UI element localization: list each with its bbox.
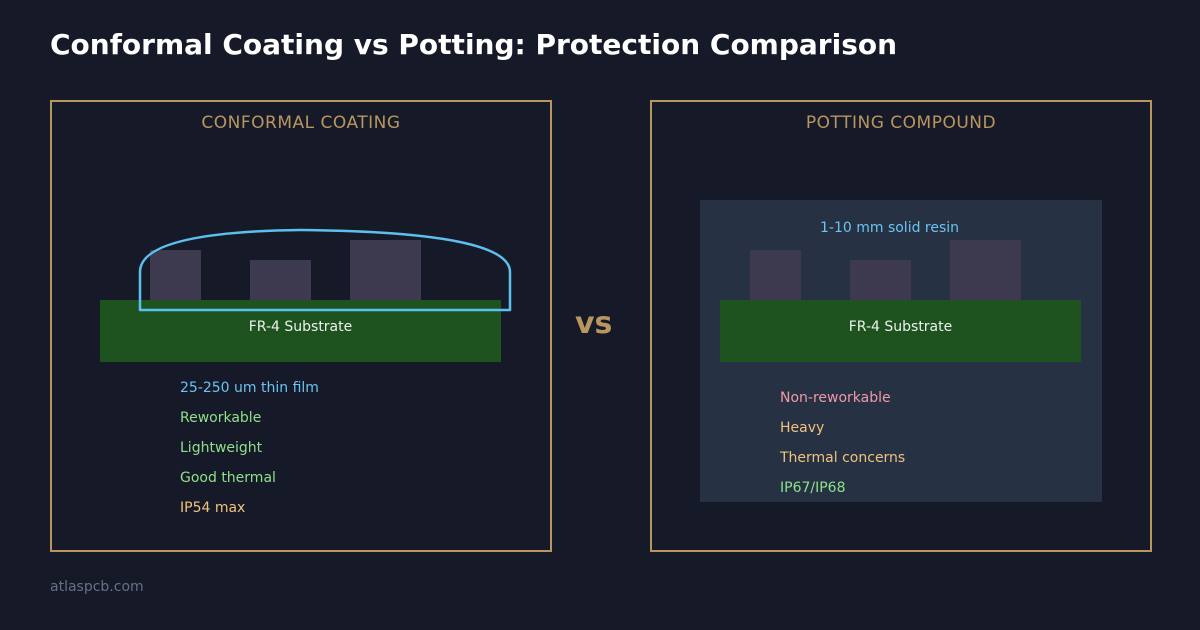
conformal-feature-ip54: IP54 max (180, 500, 246, 516)
potting-feature-heavy: Heavy (780, 420, 825, 436)
potting-component-2 (850, 260, 911, 301)
potting-feature-ip67-ip68: IP67/IP68 (780, 480, 846, 496)
potting-substrate: FR-4 Substrate (720, 300, 1081, 362)
vs-label: vs (575, 306, 613, 341)
conformal-feature-reworkable: Reworkable (180, 410, 262, 426)
potting-resin-label: 1-10 mm solid resin (820, 220, 960, 236)
potting-feature-thermal-concerns: Thermal concerns (780, 450, 906, 466)
potting-feature-non-reworkable: Non-reworkable (780, 390, 891, 406)
conformal-coating-panel: CONFORMAL COATING FR-4 Substrate 25-250 … (50, 100, 552, 552)
potting-substrate-label: FR-4 Substrate (848, 319, 953, 335)
footer-source: atlaspcb.com (50, 579, 144, 595)
conformal-feature-lightweight: Lightweight (180, 440, 263, 456)
conformal-component-2 (250, 260, 311, 301)
potting-compound-heading: POTTING COMPOUND (805, 113, 997, 133)
potting-component-1 (750, 250, 801, 301)
conformal-feature-thin-film: 25-250 um thin film (180, 380, 319, 396)
conformal-coating-outline (138, 228, 512, 312)
conformal-component-3 (350, 240, 421, 301)
page-title: Conformal Coating vs Potting: Protection… (50, 28, 898, 61)
conformal-coating-heading: CONFORMAL COATING (201, 113, 401, 133)
conformal-component-1 (150, 250, 201, 301)
conformal-substrate-label: FR-4 Substrate (248, 319, 353, 335)
conformal-feature-good-thermal: Good thermal (180, 470, 276, 486)
potting-component-3 (950, 240, 1021, 301)
potting-compound-panel: POTTING COMPOUND 1-10 mm solid resin FR-… (650, 100, 1152, 552)
